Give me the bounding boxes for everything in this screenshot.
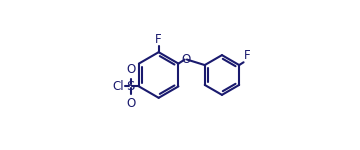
Text: S: S <box>126 80 135 93</box>
Text: F: F <box>156 33 162 46</box>
Text: O: O <box>126 63 135 76</box>
Text: Cl: Cl <box>112 80 124 93</box>
Text: F: F <box>244 49 251 62</box>
Text: O: O <box>181 53 191 66</box>
Text: O: O <box>126 97 135 110</box>
